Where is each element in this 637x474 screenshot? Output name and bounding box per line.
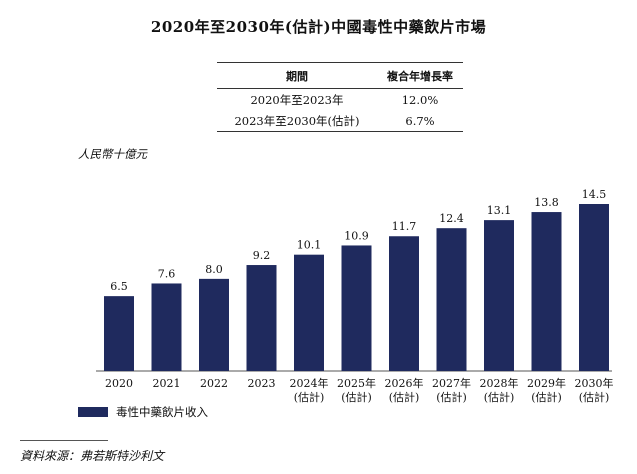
x-tick-label: 2020 — [105, 377, 133, 390]
bar-value-label: 10.9 — [344, 229, 369, 242]
bar-value-label: 12.4 — [439, 212, 464, 225]
cagr-row: 2023年至2030年(估計) 6.7% — [217, 110, 463, 131]
legend-label: 毒性中藥飲片收入 — [116, 405, 208, 419]
chart-legend: 毒性中藥飲片收入 — [78, 404, 208, 420]
bar — [531, 212, 562, 371]
source-note: 資料來源：弗若斯特沙利文 — [20, 449, 165, 463]
bar-value-label: 6.5 — [110, 280, 128, 293]
bar — [484, 220, 514, 371]
x-tick-label: (估計) — [389, 390, 420, 404]
bar — [104, 296, 134, 371]
chart-title: 2020年至2030年(估計)中國毒性中藥飲片市場 — [150, 18, 487, 36]
x-tick-label: 2022 — [200, 377, 228, 390]
x-tick-label: (估計) — [531, 390, 562, 404]
bar — [294, 254, 324, 371]
x-tick-label: 2030年 — [575, 376, 614, 390]
bar-value-label: 7.6 — [158, 267, 176, 280]
bar-value-label: 13.8 — [534, 196, 559, 209]
bar — [579, 204, 609, 371]
x-tick-label: 2023 — [248, 377, 276, 390]
x-tick-label: (估計) — [579, 390, 610, 404]
x-tick-label: 2021 — [153, 377, 181, 390]
legend-swatch — [78, 407, 108, 417]
x-tick-label: 2027年 — [432, 376, 471, 390]
bar — [246, 265, 277, 371]
x-tick-label: 2029年 — [527, 376, 566, 390]
bar — [199, 278, 229, 371]
bar-value-label: 14.5 — [582, 188, 607, 201]
bar — [389, 236, 419, 371]
x-tick-label: 2028年 — [480, 376, 519, 390]
bar-value-label: 9.2 — [253, 249, 271, 262]
bar-value-label: 8.0 — [205, 263, 223, 276]
x-tick-label: (估計) — [436, 390, 467, 404]
x-tick-label: 2025年 — [337, 376, 376, 390]
bar — [151, 283, 182, 371]
cagr-table: 期間 複合年增長率 2020年至2023年 12.0% 2023年至2030年(… — [217, 62, 463, 132]
bar-value-label: 11.7 — [392, 220, 417, 233]
cagr-header-row: 期間 複合年增長率 — [217, 63, 463, 89]
cagr-row: 2020年至2023年 12.0% — [217, 89, 463, 110]
x-tick-label: (估計) — [294, 390, 325, 404]
cagr-period: 2023年至2030年(估計) — [234, 113, 360, 128]
x-tick-label: 2024年 — [290, 376, 329, 390]
y-axis-unit-label: 人民幣十億元 — [78, 147, 147, 161]
x-tick-label: (估計) — [484, 390, 515, 404]
source-divider — [20, 440, 108, 441]
bar-value-label: 13.1 — [487, 204, 512, 217]
cagr-period: 2020年至2023年 — [250, 92, 344, 107]
cagr-rate: 12.0% — [401, 92, 439, 107]
cagr-header-rate: 複合年增長率 — [387, 69, 453, 83]
bar — [436, 228, 467, 371]
cagr-header-period: 期間 — [286, 69, 308, 83]
cagr-rate: 6.7% — [405, 113, 435, 128]
bar-value-label: 10.1 — [297, 239, 322, 252]
bar — [341, 245, 372, 371]
x-tick-label: (估計) — [341, 390, 372, 404]
x-tick-label: 2026年 — [385, 376, 424, 390]
